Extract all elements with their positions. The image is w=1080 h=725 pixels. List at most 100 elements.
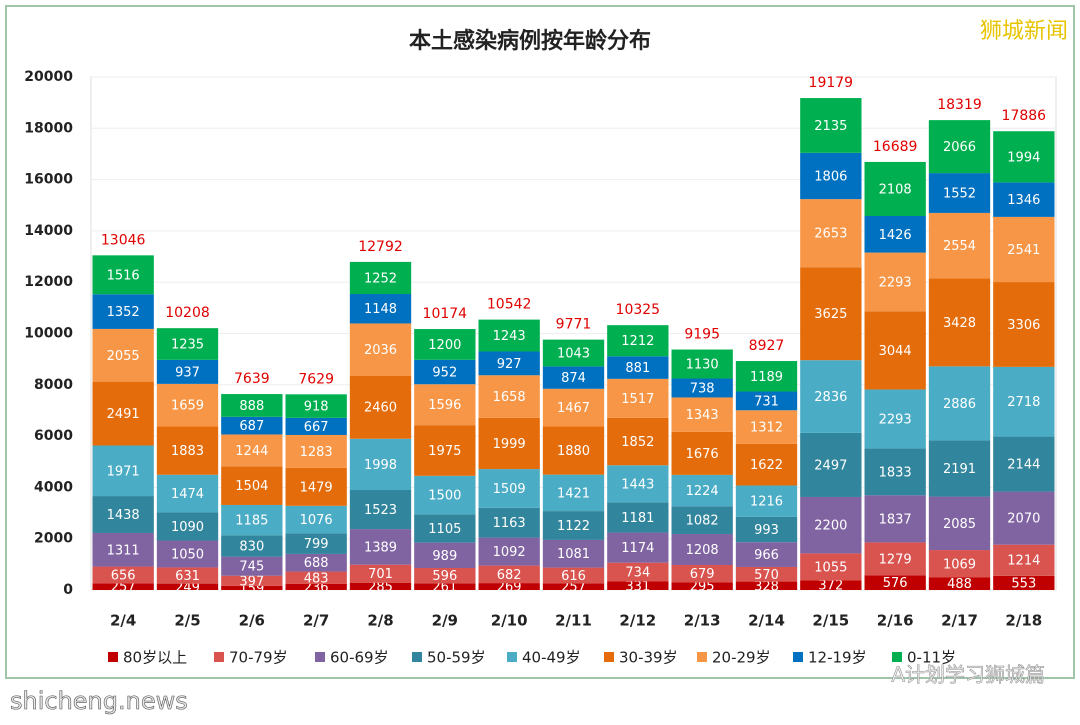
data-label: 1994 bbox=[1007, 150, 1040, 165]
bar-segment bbox=[349, 261, 412, 294]
bar-segment bbox=[671, 582, 733, 590]
bar-segment bbox=[92, 583, 154, 590]
legend-swatch bbox=[507, 652, 517, 662]
bar-segment bbox=[221, 434, 283, 467]
bar-segment bbox=[928, 577, 991, 590]
data-label: 656 bbox=[111, 568, 136, 583]
bar-segment bbox=[607, 417, 669, 466]
bar-segment bbox=[607, 581, 669, 590]
y-tick-label: 8000 bbox=[34, 377, 73, 393]
data-label: 952 bbox=[432, 366, 457, 381]
bar-segment bbox=[928, 278, 991, 367]
bar-segment bbox=[864, 161, 926, 216]
data-label: 1479 bbox=[300, 480, 333, 495]
bar-segment bbox=[414, 568, 476, 584]
bar-segment bbox=[864, 575, 926, 590]
data-label: 1224 bbox=[686, 484, 719, 499]
x-tick-label: 2/14 bbox=[748, 612, 785, 630]
y-tick-label: 16000 bbox=[24, 172, 73, 188]
bar-segment bbox=[607, 378, 669, 418]
bar-segment bbox=[156, 426, 219, 475]
bar-segment bbox=[349, 323, 412, 376]
data-label: 745 bbox=[239, 560, 264, 575]
data-label: 1130 bbox=[686, 358, 719, 373]
data-label: 1438 bbox=[107, 508, 140, 523]
bar-segment bbox=[156, 512, 219, 541]
data-label: 918 bbox=[304, 400, 329, 415]
watermark: 狮城新闻 bbox=[980, 19, 1068, 44]
data-label: 331 bbox=[625, 579, 650, 594]
bar-segment bbox=[607, 502, 669, 533]
bar-segment bbox=[349, 564, 412, 583]
data-label: 1181 bbox=[621, 511, 654, 526]
data-label: 1659 bbox=[171, 399, 204, 414]
x-tick-label: 2/9 bbox=[432, 612, 458, 630]
data-label: 257 bbox=[561, 580, 586, 595]
bar-segment bbox=[993, 544, 1055, 576]
y-tick-label: 10000 bbox=[24, 326, 73, 342]
data-label: 1122 bbox=[557, 519, 590, 534]
bar-segment bbox=[349, 293, 412, 324]
bar-segment bbox=[864, 448, 926, 496]
y-tick-label: 0 bbox=[63, 582, 73, 598]
bar-segment bbox=[92, 381, 154, 446]
bar-segment bbox=[993, 575, 1055, 590]
data-label: 285 bbox=[368, 580, 393, 595]
data-label: 966 bbox=[754, 548, 779, 563]
data-label: 328 bbox=[754, 579, 779, 594]
bar-segment bbox=[285, 505, 347, 534]
bar-segment bbox=[993, 282, 1055, 367]
legend-label: 60-69岁 bbox=[330, 649, 389, 667]
bar-segment bbox=[156, 567, 219, 584]
data-label: 2200 bbox=[814, 519, 847, 534]
data-label: 257 bbox=[111, 580, 136, 595]
bar-segment bbox=[542, 426, 605, 475]
data-label: 1509 bbox=[493, 482, 526, 497]
data-label: 738 bbox=[690, 381, 715, 396]
bar-segment bbox=[478, 537, 540, 566]
legend-swatch bbox=[214, 652, 224, 662]
data-label: 1243 bbox=[493, 329, 526, 344]
data-label: 1163 bbox=[493, 516, 526, 531]
data-label: 2293 bbox=[879, 412, 912, 427]
data-label: 1076 bbox=[300, 513, 333, 528]
bar-segment bbox=[928, 212, 991, 279]
bar-segment bbox=[800, 580, 862, 590]
data-label: 1212 bbox=[621, 334, 654, 349]
bar-segment bbox=[156, 359, 219, 384]
data-label: 1252 bbox=[364, 271, 397, 286]
bar-segment bbox=[92, 328, 154, 382]
legend-swatch bbox=[108, 652, 118, 662]
data-label: 1596 bbox=[428, 398, 461, 413]
data-label: 2460 bbox=[364, 401, 397, 416]
data-label: 1883 bbox=[171, 444, 204, 459]
data-label: 2055 bbox=[107, 349, 140, 364]
legend-label: 50-59岁 bbox=[427, 649, 486, 667]
data-label: 731 bbox=[754, 394, 779, 409]
data-label: 596 bbox=[432, 569, 457, 584]
bar-segment bbox=[993, 216, 1055, 283]
x-tick-label: 2/12 bbox=[619, 612, 656, 630]
data-label: 1467 bbox=[557, 401, 590, 416]
data-label: 3428 bbox=[943, 316, 976, 331]
bar-segment bbox=[349, 490, 412, 530]
data-label: 1189 bbox=[750, 370, 783, 385]
bar-segment bbox=[156, 540, 219, 568]
bar-segment bbox=[671, 397, 733, 432]
data-label: 667 bbox=[304, 420, 329, 435]
bar-segment bbox=[864, 389, 926, 449]
bar-segment bbox=[285, 553, 347, 572]
data-label: 236 bbox=[304, 580, 329, 595]
bar-segment bbox=[92, 294, 154, 329]
data-label: 1055 bbox=[814, 560, 847, 575]
data-label: 1880 bbox=[557, 444, 590, 459]
data-label: 989 bbox=[432, 549, 457, 564]
watermark: shicheng.news bbox=[10, 687, 188, 715]
data-label: 1279 bbox=[879, 552, 912, 567]
legend-label: 0-11岁 bbox=[907, 649, 956, 667]
x-tick-label: 2/16 bbox=[877, 612, 914, 630]
bar-segment bbox=[285, 394, 347, 418]
bar-segment bbox=[414, 329, 476, 360]
data-label: 1504 bbox=[235, 479, 268, 494]
total-label: 10208 bbox=[165, 305, 210, 321]
